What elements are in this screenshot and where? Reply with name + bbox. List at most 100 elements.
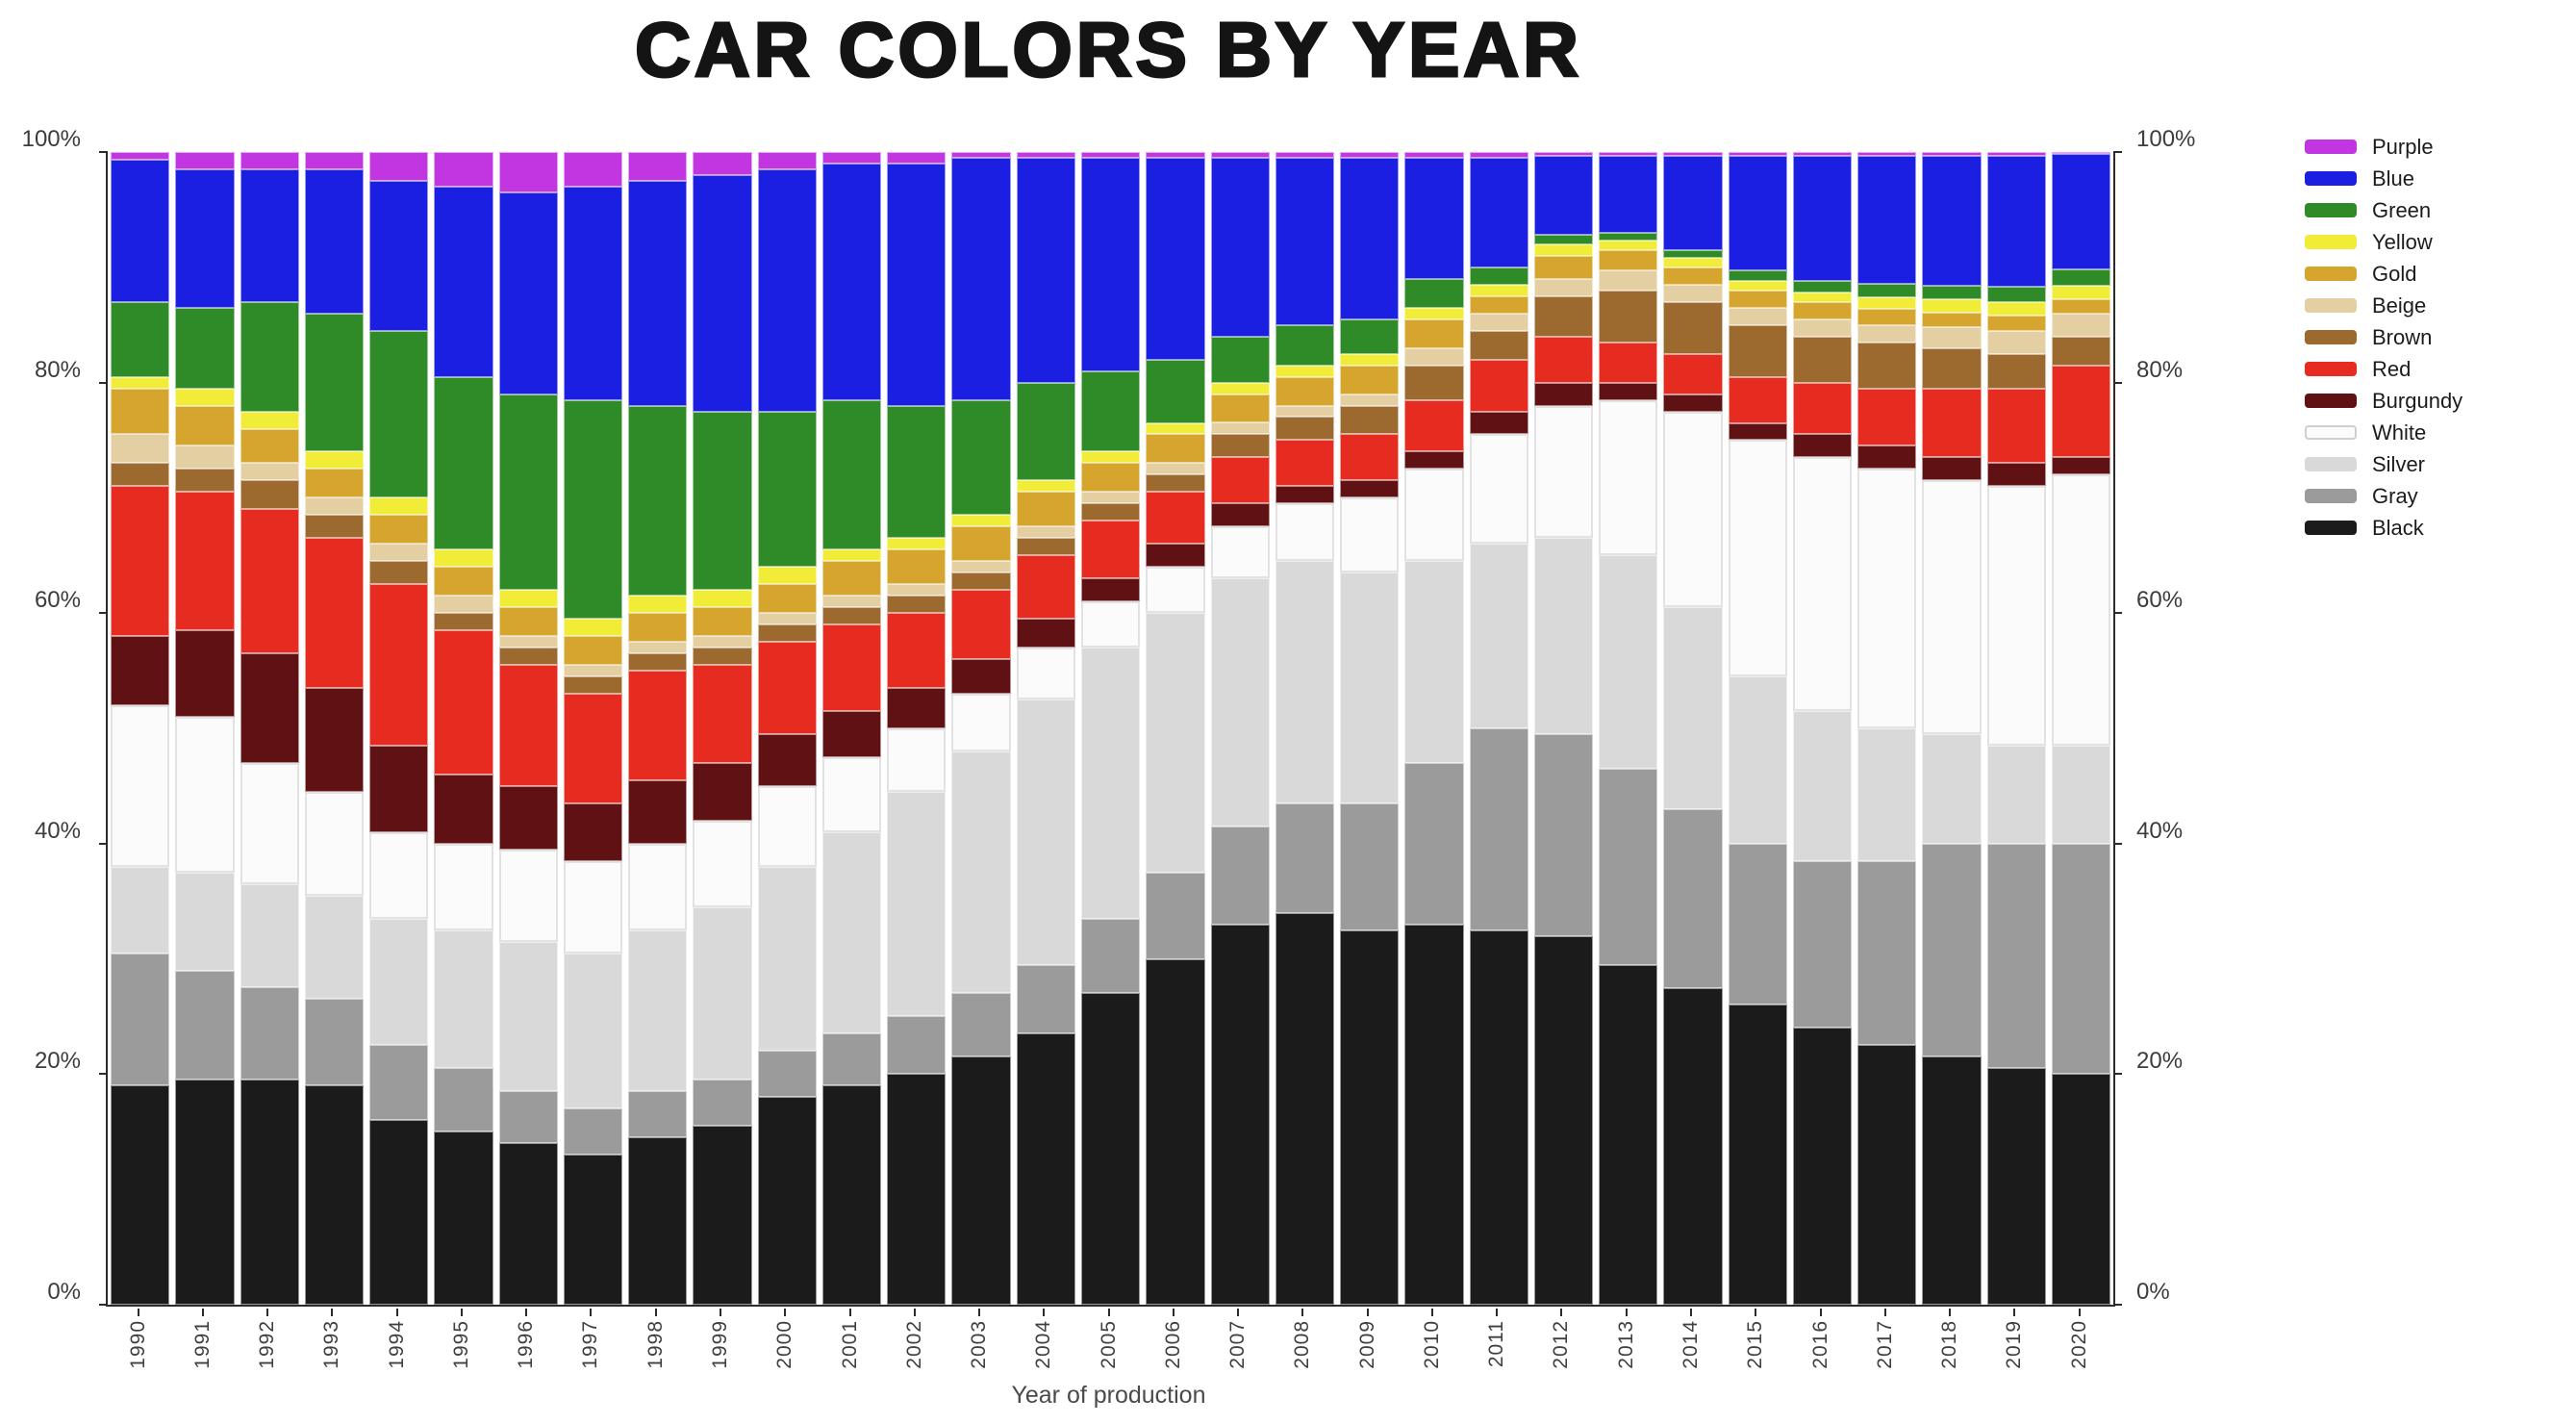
x-tick-label-2019: 2019 bbox=[2003, 1320, 2026, 1369]
segment-1997-brown bbox=[563, 676, 623, 695]
x-tickmark bbox=[1625, 1309, 1628, 1316]
segment-2002-purple bbox=[887, 152, 947, 164]
segment-1998-gold bbox=[628, 613, 688, 643]
segment-2015-silver bbox=[1728, 676, 1787, 844]
bar-2015 bbox=[1726, 152, 1790, 1305]
segment-2006-beige bbox=[1146, 463, 1205, 475]
segment-2006-burgundy bbox=[1146, 544, 1205, 568]
legend-item-brown: Brown bbox=[2305, 321, 2462, 353]
segment-2006-purple bbox=[1146, 152, 1205, 158]
segment-2003-brown bbox=[951, 572, 1011, 591]
segment-2014-green bbox=[1663, 249, 1723, 259]
segment-2016-silver bbox=[1792, 710, 1853, 861]
y-tick-label-left-100: 100% bbox=[21, 126, 81, 152]
segment-2014-black bbox=[1663, 987, 1723, 1305]
segment-1992-beige bbox=[240, 463, 299, 481]
x-tick-label-2012: 2012 bbox=[1550, 1320, 1573, 1369]
x-tickmark bbox=[848, 1309, 851, 1316]
segment-1995-gray bbox=[434, 1068, 493, 1132]
segment-2017-gray bbox=[1857, 860, 1917, 1046]
x-tickmark bbox=[2078, 1309, 2081, 1316]
bar-2009 bbox=[1337, 152, 1402, 1305]
bar-1991 bbox=[172, 152, 237, 1305]
segment-2003-burgundy bbox=[951, 659, 1011, 695]
segment-2009-yellow bbox=[1340, 353, 1400, 366]
segment-2007-black bbox=[1210, 924, 1270, 1305]
segment-1990-gray bbox=[111, 953, 170, 1086]
segment-1995-gold bbox=[434, 567, 493, 597]
segment-2020-burgundy bbox=[2051, 457, 2111, 475]
y-tick-label-right-100: 100% bbox=[2136, 126, 2196, 152]
x-label-cell-2019: 2019 bbox=[1983, 1309, 2047, 1369]
segment-1996-black bbox=[498, 1143, 558, 1305]
bar-2018 bbox=[1919, 152, 1983, 1305]
segment-2006-white bbox=[1146, 567, 1205, 614]
segment-2001-white bbox=[821, 756, 882, 832]
legend-label-gray: Gray bbox=[2372, 483, 2418, 508]
y-tickmark bbox=[99, 1304, 108, 1306]
segment-1996-red bbox=[498, 665, 558, 786]
bar-2012 bbox=[1531, 152, 1596, 1305]
segment-2007-burgundy bbox=[1210, 503, 1270, 527]
segment-1991-gray bbox=[175, 970, 235, 1081]
segment-1993-burgundy bbox=[304, 688, 365, 792]
legend-label-green: Green bbox=[2372, 197, 2432, 222]
segment-2013-silver bbox=[1599, 555, 1658, 769]
segment-1996-yellow bbox=[498, 590, 558, 608]
segment-2016-blue bbox=[1792, 155, 1853, 282]
y-tickmark bbox=[2113, 1304, 2122, 1306]
segment-1990-brown bbox=[111, 463, 170, 487]
y-tickmark bbox=[99, 1073, 108, 1076]
segment-2004-black bbox=[1016, 1033, 1075, 1305]
segment-2010-white bbox=[1404, 469, 1464, 562]
segment-2014-beige bbox=[1663, 284, 1723, 302]
segment-1993-purple bbox=[304, 152, 365, 169]
x-tick-label-1999: 1999 bbox=[709, 1320, 732, 1369]
segment-2014-gold bbox=[1663, 267, 1723, 285]
segment-1995-purple bbox=[434, 152, 493, 187]
bar-2014 bbox=[1660, 152, 1725, 1305]
segment-2012-gray bbox=[1533, 733, 1594, 936]
segment-1992-red bbox=[240, 509, 299, 654]
segment-1990-yellow bbox=[111, 376, 170, 389]
segment-1990-red bbox=[111, 486, 170, 637]
x-tickmark bbox=[137, 1309, 139, 1316]
segment-2007-gold bbox=[1210, 394, 1270, 423]
segment-1991-black bbox=[175, 1080, 235, 1305]
segment-2018-red bbox=[1922, 388, 1982, 458]
legend-item-black: Black bbox=[2305, 512, 2462, 544]
segment-1996-white bbox=[498, 849, 558, 942]
x-tick-label-1993: 1993 bbox=[320, 1320, 343, 1369]
x-tickmark bbox=[978, 1309, 981, 1316]
bar-1993 bbox=[302, 152, 366, 1305]
segment-2008-blue bbox=[1275, 157, 1335, 325]
segment-1994-burgundy bbox=[369, 745, 429, 832]
segment-2009-beige bbox=[1340, 394, 1400, 406]
segment-2010-beige bbox=[1404, 347, 1464, 366]
segment-2016-black bbox=[1792, 1028, 1853, 1305]
bar-1999 bbox=[690, 152, 754, 1305]
legend-item-gold: Gold bbox=[2305, 258, 2462, 290]
segment-2007-green bbox=[1210, 336, 1270, 383]
segment-1990-black bbox=[111, 1085, 170, 1305]
x-tickmark bbox=[2013, 1309, 2016, 1316]
segment-2010-gray bbox=[1404, 762, 1464, 925]
segment-1997-yellow bbox=[563, 619, 623, 637]
segment-2007-gray bbox=[1210, 826, 1270, 925]
segment-2007-blue bbox=[1210, 157, 1270, 337]
y-tick-label-right-80: 80% bbox=[2136, 356, 2184, 383]
x-axis-title: Year of production bbox=[1011, 1382, 1206, 1409]
segment-1993-red bbox=[304, 538, 365, 689]
x-tickmark bbox=[1819, 1309, 1822, 1316]
x-label-cell-1995: 1995 bbox=[429, 1309, 493, 1369]
segment-2010-gold bbox=[1404, 318, 1464, 348]
segment-2006-blue bbox=[1146, 157, 1205, 360]
segment-2006-gold bbox=[1146, 434, 1205, 464]
segment-1999-gray bbox=[693, 1080, 752, 1127]
segment-2019-beige bbox=[1986, 330, 2046, 354]
y-tick-label-left-0: 0% bbox=[47, 1279, 81, 1305]
segment-2008-gold bbox=[1275, 376, 1335, 406]
segment-1995-beige bbox=[434, 596, 493, 614]
x-tick-label-2017: 2017 bbox=[1873, 1320, 1896, 1369]
segment-2013-brown bbox=[1599, 290, 1658, 343]
